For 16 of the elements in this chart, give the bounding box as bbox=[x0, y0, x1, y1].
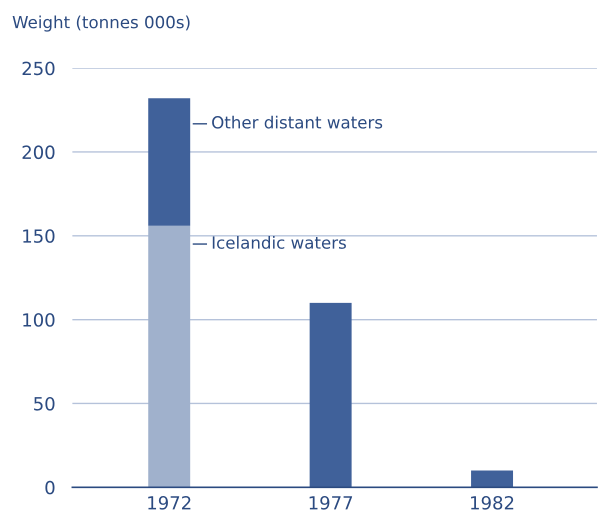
bar bbox=[310, 302, 352, 488]
y-tick-label: 250 bbox=[22, 62, 54, 76]
x-tick-label: 1977 bbox=[310, 496, 352, 510]
x-tick-label: 1972 bbox=[148, 496, 190, 510]
series-label: Other distant waters bbox=[212, 116, 382, 129]
y-tick-label: 100 bbox=[23, 313, 54, 327]
y-tick-label: 0 bbox=[45, 480, 54, 494]
y-axis-title: Weight (tonnes 000s) bbox=[12, 16, 190, 32]
bar bbox=[148, 98, 190, 226]
series-label: Icelandic waters bbox=[212, 236, 346, 249]
y-tick-label: 200 bbox=[22, 145, 54, 160]
bar bbox=[471, 470, 514, 488]
y-tick-label: 50 bbox=[34, 396, 54, 411]
bar bbox=[148, 226, 190, 488]
y-tick-label: 150 bbox=[23, 229, 54, 243]
x-tick-label: 1982 bbox=[471, 496, 514, 510]
